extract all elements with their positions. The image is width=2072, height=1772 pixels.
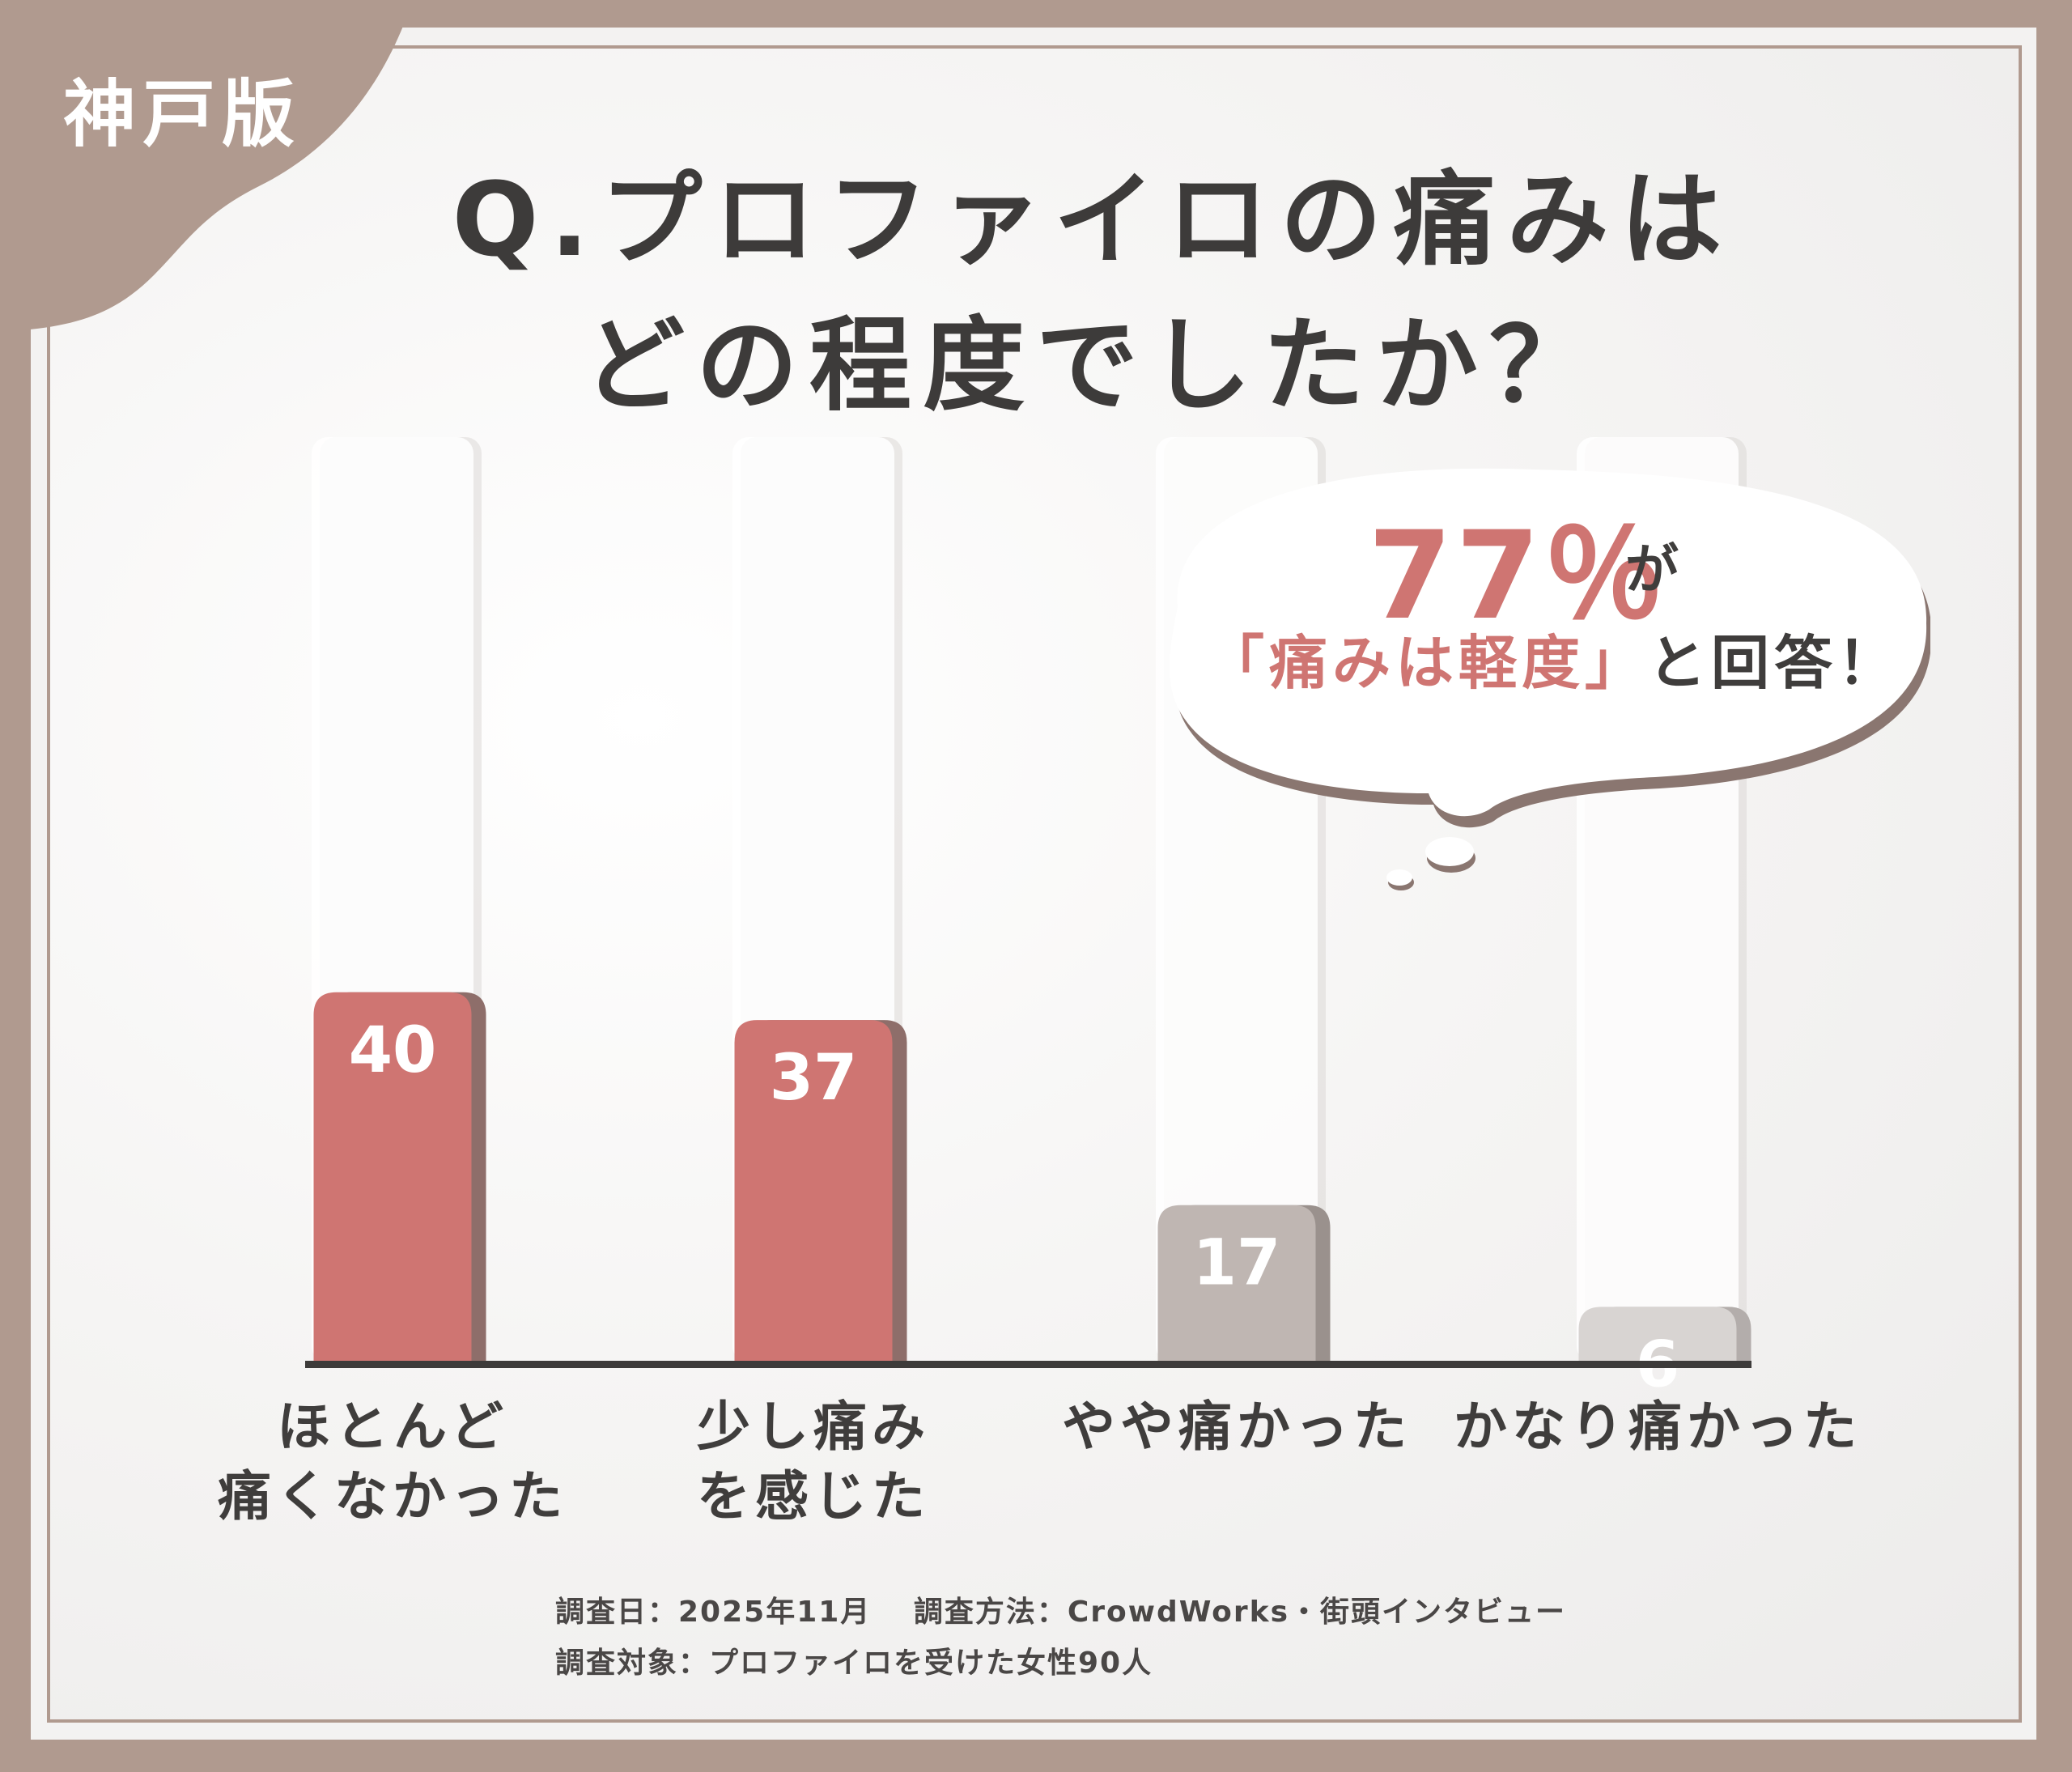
category-label: やや痛かった xyxy=(1026,1392,1447,1462)
bar xyxy=(1157,1205,1316,1362)
chart-title-line1: Q.プロファイロの痛みは xyxy=(452,160,1734,279)
category-label: 少し痛み を感じた xyxy=(603,1392,1024,1532)
edition-corner-badge xyxy=(0,0,413,332)
chart-title-line2: どの程度でしたか？ xyxy=(583,306,1603,425)
category-label-line: 痛くなかった xyxy=(218,1465,567,1528)
callout-rest: と回答！ xyxy=(1648,629,1901,697)
callout-message: 「痛みは軽度」と回答！ xyxy=(1206,615,1900,700)
speech-bubble xyxy=(1170,468,1930,890)
bar xyxy=(1578,1307,1737,1362)
callout-percentage: 77％ xyxy=(1368,506,1668,647)
category-label-line: かなり痛かった xyxy=(1454,1396,1862,1458)
bar xyxy=(313,992,472,1362)
category-label: ほとんど痛くなかった xyxy=(182,1392,603,1532)
category-label-line: 少し痛み xyxy=(697,1396,930,1458)
callout-quote: 「痛みは軽度」 xyxy=(1206,629,1649,697)
category-label-line: やや痛かった xyxy=(1062,1396,1412,1458)
category-label: かなり痛かった xyxy=(1447,1392,1868,1462)
bar xyxy=(734,1020,893,1362)
callout-suffix: が xyxy=(1625,538,1679,601)
category-label-line: ほとんど xyxy=(276,1396,509,1458)
bar-value-label: 40 xyxy=(349,1014,437,1087)
survey-note-line1: 調査日：2025年11月 調査方法：CrowdWorks・街頭インタビュー xyxy=(555,1596,1567,1629)
bar-value-label: 37 xyxy=(770,1042,858,1115)
x-axis-line xyxy=(305,1361,1751,1368)
survey-note-line2: 調査対象：プロファイロを受けた女性90人 xyxy=(555,1647,1153,1680)
edition-label: 神戸版 xyxy=(63,72,301,157)
category-label-line: を感じた xyxy=(697,1465,930,1528)
bar-value-label: 17 xyxy=(1193,1227,1281,1300)
